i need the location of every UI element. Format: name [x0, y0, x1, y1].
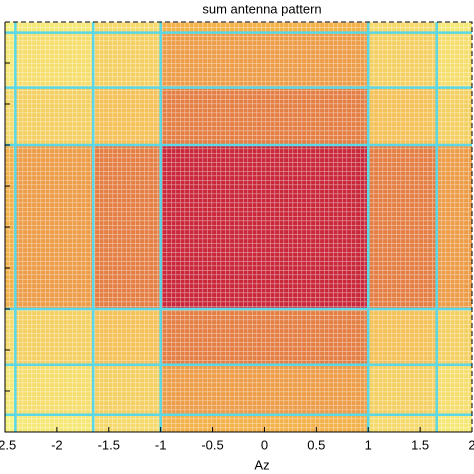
x-tick-label: -2.5: [0, 437, 16, 452]
x-tick-label: -1.5: [98, 437, 120, 452]
x-tick-label: -1: [155, 437, 167, 452]
x-tick-label: -2: [51, 437, 63, 452]
chart-title: sum antenna pattern: [202, 1, 321, 16]
x-tick-label: 0: [261, 437, 268, 452]
axes-box: [5, 21, 473, 432]
x-tick-label: 0.5: [307, 437, 325, 452]
x-axis-label: Az: [254, 457, 269, 472]
mesh-overlay: [5, 22, 472, 432]
x-tick-label: 2: [468, 437, 474, 452]
x-tick-label: -0.5: [201, 437, 223, 452]
x-tick-label: 1.5: [411, 437, 429, 452]
x-tick-label: 1: [365, 437, 372, 452]
